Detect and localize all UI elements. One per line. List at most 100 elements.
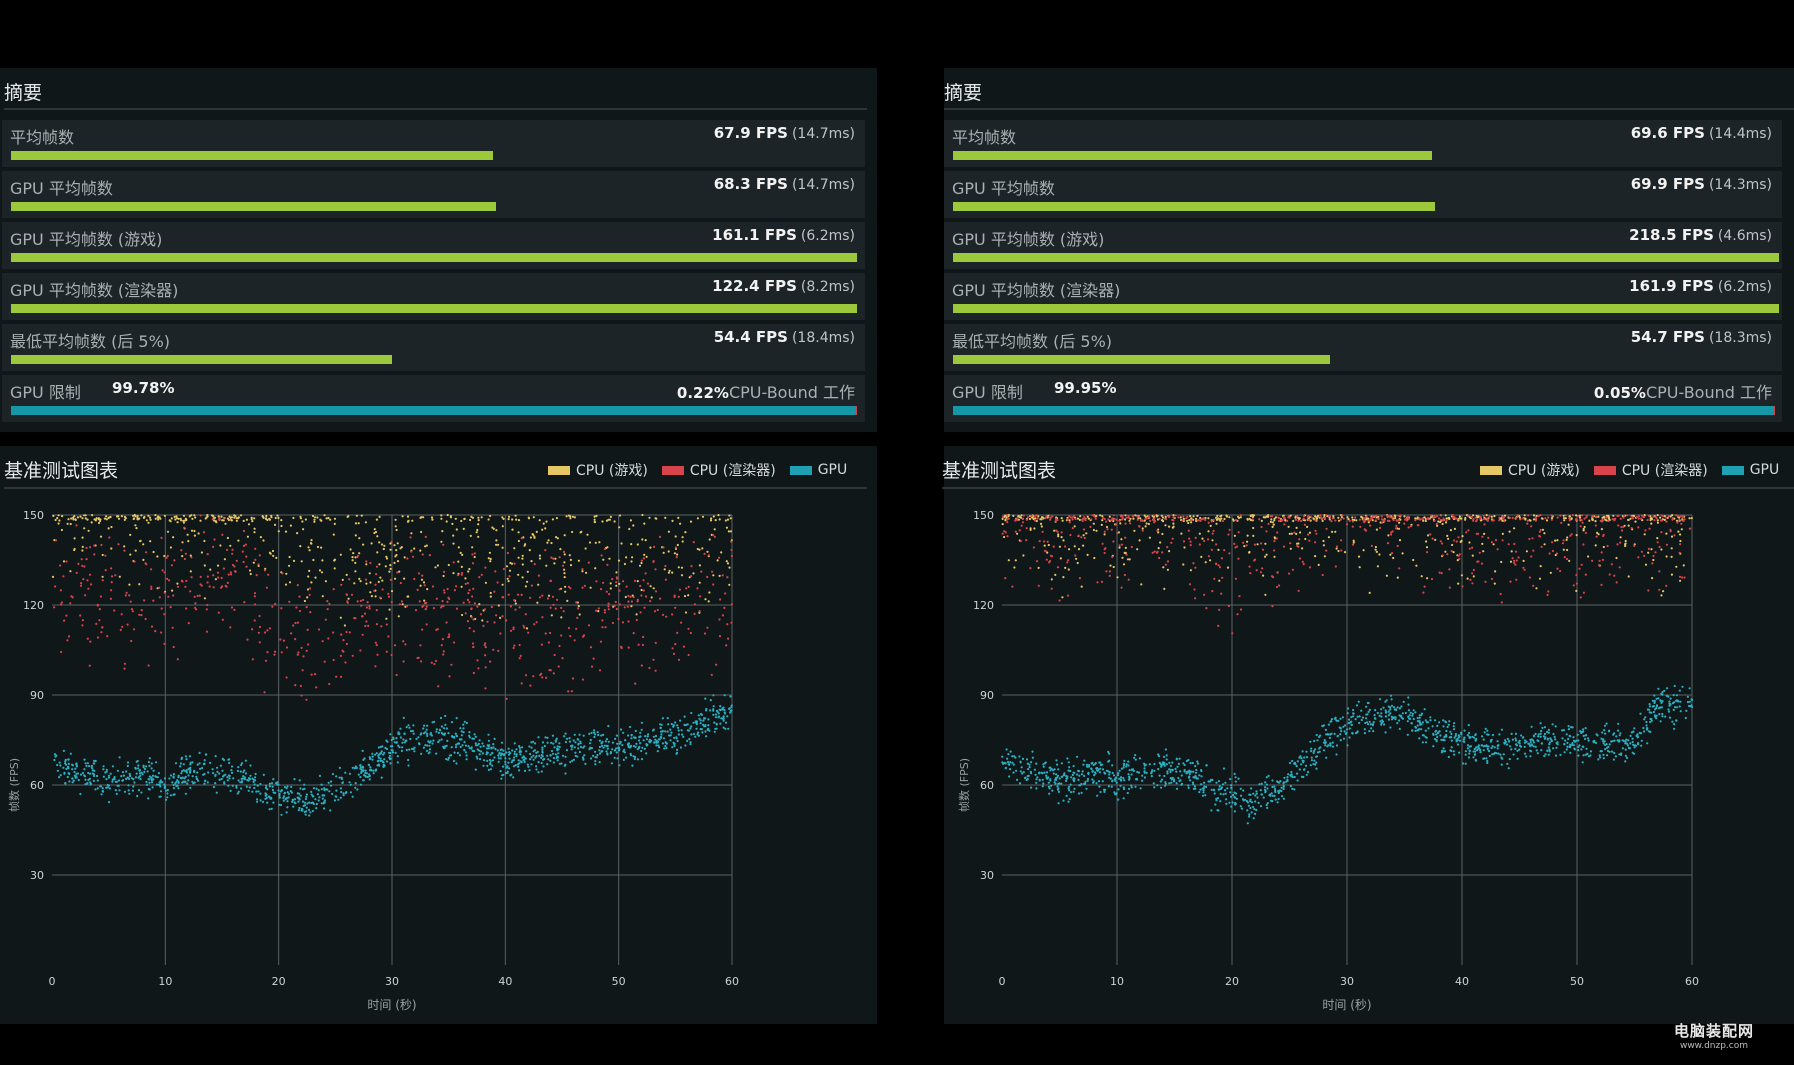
data-point (1600, 737, 1603, 740)
data-point (696, 517, 700, 520)
data-point (1598, 754, 1601, 757)
data-point (1396, 544, 1399, 548)
data-point (1613, 574, 1616, 577)
data-point (724, 519, 728, 522)
data-point (1061, 596, 1064, 599)
data-point (1528, 576, 1531, 579)
data-point (226, 779, 229, 782)
stat-bar-track (11, 355, 857, 364)
data-point (155, 761, 158, 764)
data-point (1080, 585, 1083, 588)
data-point (1300, 519, 1303, 523)
data-point (1188, 537, 1191, 540)
data-point (378, 515, 381, 518)
data-point (677, 726, 680, 729)
data-point (1407, 703, 1410, 706)
data-point (1598, 559, 1601, 562)
data-point (1559, 753, 1562, 756)
data-point (684, 744, 687, 747)
data-point (723, 711, 726, 714)
data-point (1101, 768, 1105, 771)
data-point (193, 595, 196, 598)
data-point (606, 563, 609, 566)
data-point (1302, 563, 1305, 566)
data-point (719, 722, 722, 725)
data-point (329, 809, 332, 812)
data-point (1318, 747, 1321, 750)
data-point (1188, 583, 1192, 586)
data-point (177, 787, 180, 790)
data-point (341, 578, 344, 581)
data-point (115, 792, 118, 795)
data-point (611, 748, 614, 751)
data-point (597, 733, 600, 737)
series-cpu-points (1001, 513, 1693, 599)
data-point (424, 535, 427, 538)
data-point (69, 570, 72, 573)
data-point (302, 804, 305, 807)
data-point (1544, 517, 1547, 520)
data-point (147, 514, 150, 517)
data-point (1427, 727, 1430, 730)
data-point (678, 588, 682, 591)
data-point (474, 768, 477, 771)
data-point (53, 606, 56, 609)
data-point (265, 793, 268, 796)
data-point (125, 770, 128, 773)
data-point (323, 514, 326, 517)
data-point (1398, 521, 1401, 524)
data-point (488, 744, 491, 747)
data-point (602, 746, 605, 749)
data-point (1147, 522, 1150, 526)
data-point (1340, 516, 1343, 519)
data-point (547, 539, 550, 542)
x-axis-label: 时间 (秒) (367, 998, 416, 1012)
data-point (1631, 737, 1634, 740)
data-point (532, 516, 535, 519)
data-point (237, 779, 240, 782)
chart-title: 基准测试图表 (4, 460, 119, 482)
data-point (1446, 553, 1449, 556)
data-point (1230, 784, 1233, 787)
data-point (590, 731, 593, 734)
data-point (1434, 719, 1437, 722)
data-point (1675, 706, 1679, 709)
data-point (1277, 790, 1280, 793)
data-point (116, 515, 119, 518)
data-point (1235, 545, 1239, 548)
data-point (368, 778, 371, 781)
data-point (1260, 519, 1263, 522)
data-point (470, 515, 473, 518)
data-point (552, 603, 555, 606)
data-point (644, 595, 648, 598)
data-point (390, 600, 393, 604)
data-point (1001, 523, 1004, 526)
data-point (419, 644, 422, 647)
data-point (1005, 748, 1008, 751)
data-point (1207, 530, 1210, 533)
data-point (273, 523, 277, 526)
data-point (64, 760, 67, 763)
data-point (1253, 543, 1256, 546)
data-point (1121, 556, 1124, 559)
data-point (231, 563, 235, 567)
data-point (524, 613, 527, 616)
data-point (282, 639, 285, 642)
data-point (609, 582, 612, 585)
data-point (1644, 716, 1647, 719)
data-point (1597, 515, 1600, 518)
data-point (232, 777, 235, 780)
data-point (466, 620, 469, 623)
data-point (395, 737, 398, 740)
data-point (1035, 519, 1038, 523)
data-point (138, 776, 141, 779)
data-point (1096, 581, 1099, 584)
data-point (335, 789, 338, 792)
data-point (1204, 518, 1207, 522)
stat-row: GPU 平均帧数 69.9 FPS (14.3ms) (944, 171, 1782, 218)
data-point (123, 545, 126, 548)
data-point (709, 699, 712, 702)
data-point (546, 736, 549, 739)
data-point (1118, 544, 1121, 547)
data-point (1162, 566, 1165, 569)
